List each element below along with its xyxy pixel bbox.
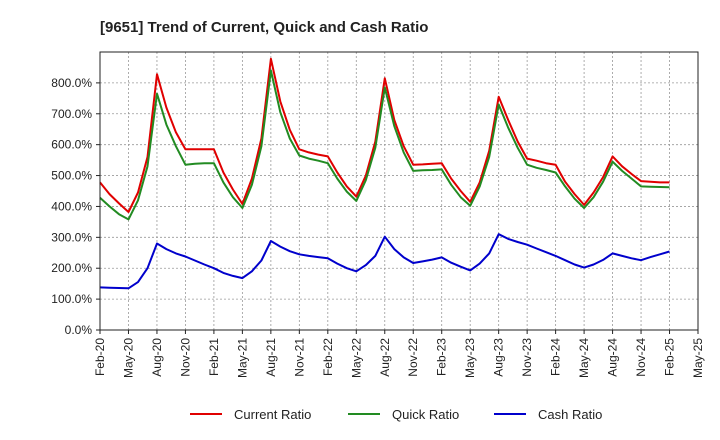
legend: Current Ratio Quick Ratio Cash Ratio (190, 407, 602, 422)
x-tick-label: Nov-22 (406, 338, 420, 377)
x-tick-label: May-24 (577, 338, 591, 378)
y-tick-label: 500.0% (51, 169, 92, 183)
x-tick-label: Feb-23 (435, 338, 449, 376)
y-tick-label: 700.0% (51, 107, 92, 121)
x-tick-label: Nov-23 (520, 338, 534, 377)
x-tick-label: May-20 (121, 338, 135, 378)
x-tick-label: May-22 (349, 338, 363, 378)
x-tick-label: Feb-22 (321, 338, 335, 376)
series-line-current-ratio (99, 57, 670, 213)
x-tick-label: May-23 (463, 338, 477, 378)
series-lines (99, 57, 670, 290)
x-tick-label: Nov-21 (292, 338, 306, 377)
x-tick-label: May-21 (235, 338, 249, 378)
x-tick-label: Aug-21 (264, 338, 278, 377)
legend-label-current-ratio: Current Ratio (234, 407, 311, 422)
y-tick-label: 300.0% (51, 230, 92, 244)
x-tick-label: Aug-23 (492, 338, 506, 377)
x-axis: Feb-20 May-20 Aug-20 Nov-20 Feb-21 May-21 Aug-… (93, 330, 705, 378)
x-tick-label: Aug-20 (150, 338, 164, 377)
y-tick-label: 800.0% (51, 76, 92, 90)
plot-border (99, 51, 699, 331)
x-tick-label: Nov-20 (178, 338, 192, 377)
x-tick-label: Aug-22 (378, 338, 392, 377)
x-tick-label: Feb-24 (549, 338, 563, 376)
x-tick-label: Nov-24 (634, 338, 648, 377)
x-tick-label: Feb-20 (93, 338, 107, 376)
x-tick-label: Feb-21 (207, 338, 221, 376)
legend-label-quick-ratio: Quick Ratio (392, 407, 459, 422)
plot-area (100, 52, 698, 330)
x-tick-label: Aug-24 (606, 338, 620, 377)
legend-label-cash-ratio: Cash Ratio (538, 407, 602, 422)
x-tick-label: Feb-25 (663, 338, 677, 376)
y-tick-label: 0.0% (65, 323, 93, 337)
y-tick-label: 100.0% (51, 292, 92, 306)
series-line-quick-ratio (99, 69, 670, 221)
x-tick-label: May-25 (691, 338, 705, 378)
chart-title: [9651] Trend of Current, Quick and Cash … (100, 19, 428, 36)
series-line-cash-ratio (99, 233, 670, 290)
y-tick-label: 600.0% (51, 138, 92, 152)
y-tick-label: 200.0% (51, 261, 92, 275)
y-tick-label: 400.0% (51, 199, 92, 213)
y-axis: 0.0% 100.0% 200.0% 300.0% 400.0% 500.0% 600.0%… (51, 76, 100, 337)
